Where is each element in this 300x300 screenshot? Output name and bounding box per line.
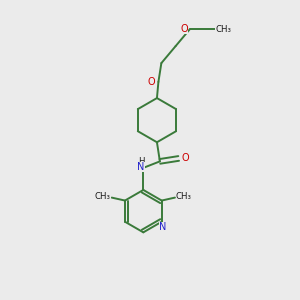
Text: H: H (138, 157, 144, 166)
Text: CH₃: CH₃ (176, 192, 192, 201)
Text: N: N (160, 222, 167, 232)
Text: CH₃: CH₃ (215, 25, 231, 34)
Text: N: N (137, 162, 145, 172)
Text: O: O (180, 24, 188, 34)
Text: CH₃: CH₃ (95, 192, 111, 201)
Text: O: O (181, 153, 189, 164)
Text: O: O (147, 77, 155, 87)
